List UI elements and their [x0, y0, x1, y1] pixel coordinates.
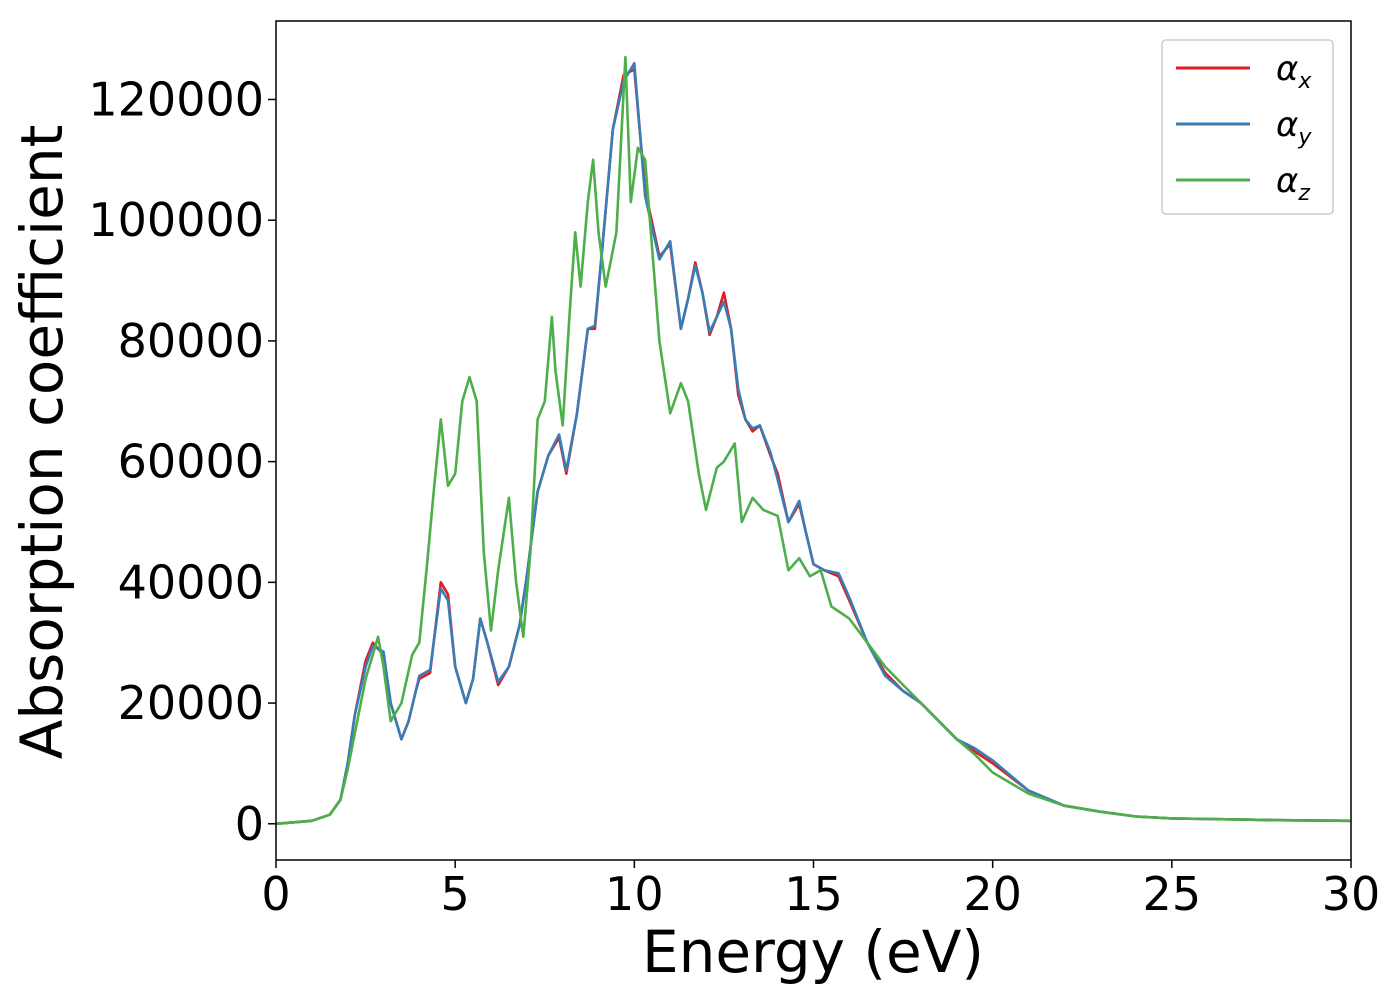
- legend-box: [1161, 39, 1334, 215]
- x-axis-ticks: 0 5 10 15 20 25 30: [261, 860, 1380, 921]
- y-tick-label: 20000: [118, 676, 264, 730]
- y-axis-ticks: 0 20000 40000 60000 80000 100000 120000: [88, 72, 276, 851]
- legend-subscript-x: x: [1297, 69, 1312, 94]
- series-layer: [275, 55, 1352, 826]
- y-tick-label: 120000: [88, 72, 264, 126]
- legend-subscript-z: z: [1297, 181, 1310, 206]
- y-tick-label: 0: [235, 797, 264, 851]
- x-axis-label: Energy (eV): [642, 918, 984, 986]
- y-axis-label: Absorption coefficient: [8, 125, 76, 760]
- x-tick-label: 20: [963, 867, 1022, 921]
- x-tick-label: 30: [1322, 867, 1381, 921]
- x-tick-label: 15: [784, 867, 843, 921]
- y-tick-label: 60000: [118, 435, 264, 489]
- y-tick-label: 100000: [88, 193, 264, 247]
- y-tick-label: 40000: [118, 555, 264, 609]
- legend-subscript-y: y: [1297, 125, 1312, 150]
- x-tick-label: 25: [1143, 867, 1202, 921]
- x-tick-label: 5: [441, 867, 470, 921]
- x-tick-label: 0: [261, 867, 290, 921]
- y-tick-label: 80000: [118, 314, 264, 368]
- series-line-z: [275, 55, 1352, 826]
- x-tick-label: 10: [605, 867, 664, 921]
